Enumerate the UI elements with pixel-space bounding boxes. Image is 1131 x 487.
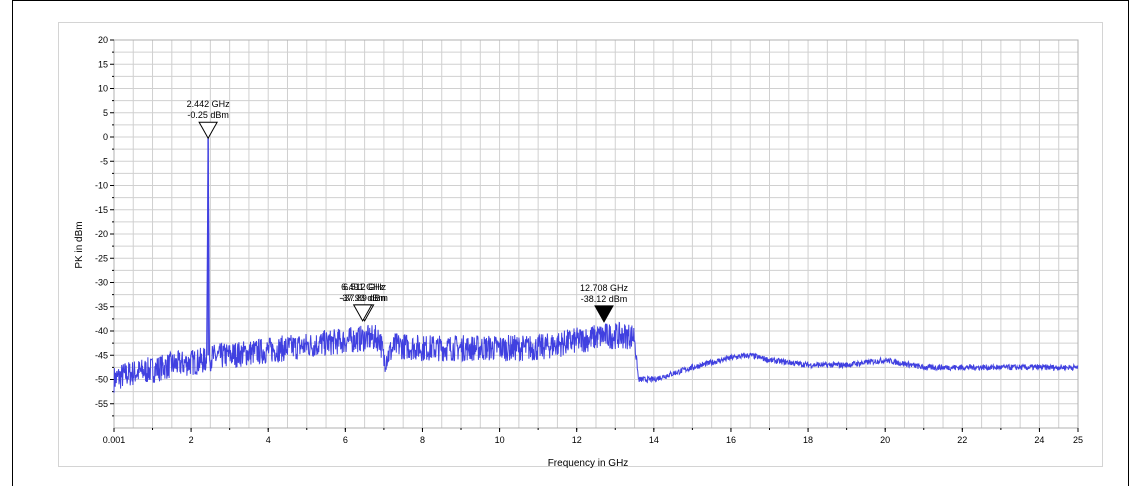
axes: 20 15 10 5 0 -5 -10 -15 -20 -25 -30 -35 -40 -45 -50 -55…: [95, 35, 1083, 445]
y-tick-label: -10: [95, 181, 108, 191]
x-tick-label: 16: [726, 435, 736, 445]
marker-frequency-label: 6.491 GHz: [341, 282, 385, 292]
y-tick-label: 0: [103, 132, 108, 142]
y-tick-label: -5: [100, 156, 108, 166]
y-tick-label: 20: [98, 35, 108, 45]
marker-triangle: [198, 121, 218, 140]
marker-frequency-label: 2.442 GHz: [187, 99, 231, 109]
x-tick-label: 2: [189, 435, 194, 445]
y-tick-label: -20: [95, 229, 108, 239]
y-tick-label: -40: [95, 326, 108, 336]
y-tick-label: -45: [95, 350, 108, 360]
x-tick-label: 10: [495, 435, 505, 445]
x-tick-label: 14: [649, 435, 659, 445]
y-tick-label: -35: [95, 302, 108, 312]
trace-series: [113, 138, 1079, 393]
y-tick-label: -30: [95, 278, 108, 288]
y-tick-label: -15: [95, 205, 108, 215]
x-tick-label: 24: [1034, 435, 1044, 445]
y-tick-label: -50: [95, 375, 108, 385]
x-tick-label: 4: [266, 435, 271, 445]
spectrum-trace: [113, 141, 1079, 393]
x-tick-label: 20: [880, 435, 890, 445]
marker-triangle: [594, 305, 614, 323]
chart-frame: [12, 0, 1129, 486]
markers: 2.442 GHz-0.25 dBm 6.512 GHz-37.89 dBm6.4…: [187, 99, 629, 323]
marker-triangle: [352, 304, 373, 322]
x-tick-label: 6: [343, 435, 348, 445]
x-tick-label: 0.001: [103, 435, 126, 445]
marker-level-label: -37.93 dBm: [339, 293, 386, 303]
y-tick-label: 15: [98, 59, 108, 69]
marker-level-label: -37.89 dBm: [341, 293, 388, 303]
y-tick-label: 10: [98, 84, 108, 94]
y-tick-label: -55: [95, 399, 108, 409]
x-tick-label: 12: [572, 435, 582, 445]
x-tick-label: 8: [420, 435, 425, 445]
marker-level-label: -38.12 dBm: [581, 294, 628, 304]
y-tick-label: 5: [103, 108, 108, 118]
y-tick-label: -25: [95, 253, 108, 263]
marker-level-label: -0.25 dBm: [187, 110, 229, 120]
x-tick-label: 25: [1073, 435, 1083, 445]
marker-frequency-label: 12.708 GHz: [580, 283, 629, 293]
spectrum-chart: 20 15 10 5 0 -5 -10 -15 -20 -25 -30 -35 -40 -45 -50 -55…: [74, 35, 1083, 468]
x-tick-label: 18: [803, 435, 813, 445]
marker-frequency-label: 6.512 GHz: [343, 282, 387, 292]
x-tick-label: 22: [957, 435, 967, 445]
y-axis-title: PK in dBm: [74, 221, 85, 268]
chart-panel: 20 15 10 5 0 -5 -10 -15 -20 -25 -30 -35 -40 -45 -50 -55…: [58, 22, 1103, 468]
x-axis-title: Frequency in GHz: [548, 458, 629, 468]
